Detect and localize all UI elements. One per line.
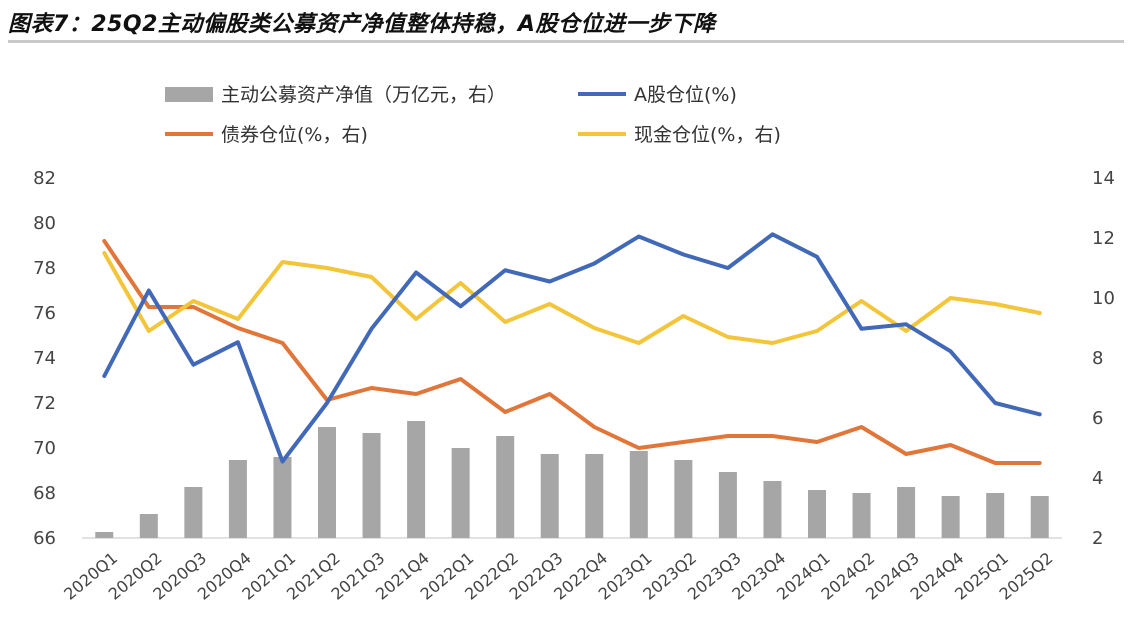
right-tick-label: 6 [1092,408,1103,429]
legend: 主动公募资产净值（万亿元，右） A股仓位(%) 债券仓位(%，右) 现金仓位(%，右) [165,84,781,146]
bar-2022Q3 [540,454,559,538]
left-tick-label: 66 [33,528,56,549]
left-axis-ticks: 66 68 70 72 74 76 78 80 82 [33,168,56,549]
right-tick-label: 4 [1092,468,1103,489]
legend-swatch-nav [165,87,213,102]
bar-2021Q1 [273,457,292,538]
line-a-share [102,232,1042,464]
bar-2021Q2 [318,427,336,538]
legend-label-bond: 债券仓位(%，右) [221,124,368,146]
right-tick-label: 12 [1092,228,1115,249]
bar-2023Q1 [629,451,648,538]
bar-2022Q2 [496,436,515,538]
left-tick-label: 82 [33,168,56,189]
chart-title: 图表7：25Q2主动偏股类公募资产净值整体持稳，A股仓位进一步下降 [8,12,716,37]
x-axis-ticks: 2020Q12020Q22020Q32020Q42021Q12021Q22021… [60,548,1056,603]
right-tick-label: 8 [1092,348,1103,369]
legend-label-nav: 主动公募资产净值（万亿元，右） [221,84,506,106]
legend-label-a_share: A股仓位(%) [634,84,737,106]
bar-2024Q4 [941,496,960,538]
right-tick-label: 2 [1092,528,1103,549]
right-tick-label: 14 [1092,168,1115,189]
bar-2025Q1 [986,493,1005,538]
left-tick-label: 78 [33,258,56,279]
bar-2025Q2 [1030,496,1049,538]
bar-2023Q4 [763,481,782,538]
bar-2022Q1 [451,448,470,538]
title-divider [8,40,1124,43]
bar-2023Q3 [718,472,737,538]
left-tick-label: 68 [33,483,56,504]
bar-2020Q3 [184,487,203,538]
bar-2020Q1 [95,532,114,538]
bar-series-nav [95,421,1049,538]
bar-2021Q3 [362,433,381,538]
line-series [102,232,1042,465]
bar-2022Q4 [585,454,604,538]
left-tick-label: 80 [33,213,56,234]
bar-2020Q4 [228,460,247,538]
legend-label-cash: 现金仓位(%，右) [634,124,781,146]
left-tick-label: 74 [33,348,56,369]
left-tick-label: 70 [33,438,56,459]
bar-2023Q2 [674,460,693,538]
right-axis-ticks: 2 4 6 8 10 12 14 [1092,168,1115,549]
line-cash [102,251,1042,345]
bar-2020Q2 [139,514,158,538]
bar-2021Q4 [407,421,426,538]
bar-2024Q3 [897,487,916,538]
left-tick-label: 72 [33,393,56,414]
bar-2024Q1 [808,490,826,538]
bar-2024Q2 [852,493,871,538]
right-tick-label: 10 [1092,288,1115,309]
line-bond [102,239,1042,465]
left-tick-label: 76 [33,303,56,324]
